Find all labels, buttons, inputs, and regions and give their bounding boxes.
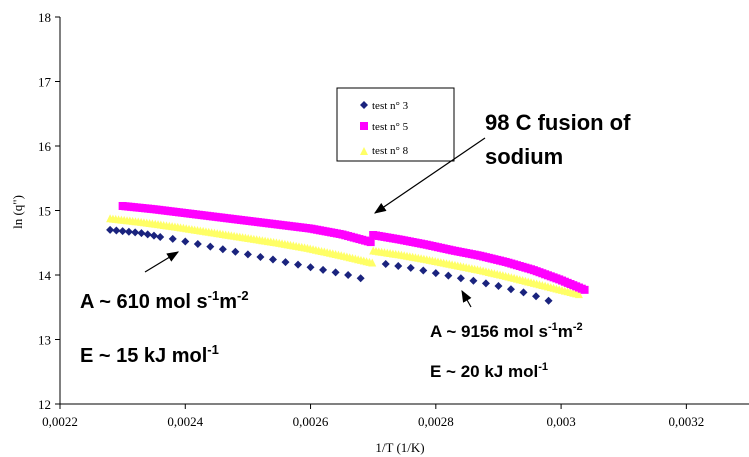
data-point	[243, 250, 252, 259]
data-point	[268, 255, 277, 264]
left-A-sup1: -1	[208, 288, 220, 303]
left-A-sup2: -2	[237, 288, 249, 303]
data-point	[366, 238, 375, 247]
data-point	[344, 271, 353, 279]
data-point	[494, 281, 503, 290]
data-point	[506, 285, 515, 294]
series-0	[106, 225, 553, 305]
series-2	[106, 214, 583, 299]
legend: test n° 3 test n° 5 test n° 8	[336, 87, 455, 162]
right-A-sup2: -2	[573, 321, 583, 333]
data-point	[406, 263, 415, 272]
data-point	[419, 266, 428, 275]
y-tick-label: 14	[38, 268, 52, 283]
fusion-annotation-line1: 98 C fusion of	[485, 110, 631, 135]
x-tick-label: 0,0022	[42, 414, 78, 429]
legend-label-test-5: test n° 5	[372, 121, 409, 133]
data-point	[106, 225, 115, 234]
data-point	[281, 258, 290, 267]
data-point	[193, 240, 202, 249]
data-point	[532, 292, 541, 301]
data-point	[331, 268, 340, 277]
data-point	[481, 279, 490, 288]
y-tick-label: 12	[38, 397, 51, 412]
y-tick-label: 15	[38, 204, 51, 219]
legend-marker-test-3	[360, 101, 368, 109]
x-ticks: 0,0022 0,0024 0,0026 0,0028 0,003 0,0032	[42, 404, 704, 429]
series-1	[118, 201, 589, 294]
data-point	[124, 227, 133, 236]
right-A-annotation: A ~ 9156 mol s-1m-2	[430, 321, 583, 341]
legend-marker-test-5	[360, 122, 368, 130]
left-A-annotation: A ~ 610 mol s-1m-2	[80, 288, 249, 313]
data-point	[574, 290, 583, 299]
data-point	[394, 261, 403, 270]
data-point	[294, 260, 303, 269]
series-markers	[106, 201, 589, 305]
x-axis-title: 1/T (1/K)	[375, 440, 424, 455]
x-tick-label: 0,0024	[167, 414, 203, 429]
data-point	[306, 263, 315, 272]
data-point	[319, 265, 328, 274]
fusion-annotation-line2: sodium	[485, 144, 563, 169]
y-tick-label: 13	[38, 333, 51, 348]
left-E-main: E ~ 15 kJ mol	[80, 345, 207, 367]
data-point	[356, 274, 365, 283]
data-point	[143, 230, 152, 239]
right-fit-arrow	[461, 289, 472, 308]
data-point	[118, 227, 127, 236]
left-E-sup: -1	[207, 342, 219, 357]
data-point	[580, 285, 589, 294]
data-point	[444, 271, 453, 280]
data-point	[156, 232, 165, 241]
data-point	[456, 274, 465, 283]
x-tick-label: 0,0026	[293, 414, 329, 429]
x-tick-label: 0,0028	[418, 414, 454, 429]
x-tick-label: 0,003	[546, 414, 575, 429]
data-point	[181, 237, 190, 246]
data-point	[431, 269, 440, 278]
data-point	[149, 231, 158, 240]
right-A-mid: m	[558, 322, 573, 341]
data-point	[112, 226, 121, 235]
x-tick-label: 0,0032	[668, 414, 704, 429]
y-ticks: 12 13 14 15 16 17 18	[38, 10, 60, 412]
legend-box	[336, 87, 455, 162]
data-point	[206, 242, 215, 251]
right-A-main: A ~ 9156 mol s	[430, 322, 548, 341]
y-tick-label: 16	[38, 139, 52, 154]
fusion-arrow	[374, 137, 486, 214]
left-fit-arrow	[144, 251, 180, 273]
data-point	[368, 258, 377, 267]
data-point	[381, 260, 390, 269]
data-point	[168, 234, 177, 243]
y-tick-label: 18	[38, 10, 51, 25]
left-E-annotation: E ~ 15 kJ mol-1	[80, 342, 219, 367]
legend-label-test-8: test n° 8	[372, 145, 409, 157]
legend-label-test-3: test n° 3	[372, 100, 409, 112]
data-point	[256, 252, 265, 261]
y-axis-title: ln (q")	[10, 195, 25, 229]
data-point	[131, 228, 140, 237]
right-A-sup1: -1	[548, 321, 558, 333]
right-E-sup: -1	[538, 361, 548, 373]
right-E-main: E ~ 20 kJ mol	[430, 362, 538, 381]
left-A-main: A ~ 610 mol s	[80, 291, 208, 313]
y-tick-label: 17	[38, 75, 52, 90]
left-A-mid: m	[219, 291, 237, 313]
data-point	[544, 296, 553, 305]
data-point	[218, 245, 227, 254]
data-point	[519, 288, 528, 297]
data-point	[231, 247, 240, 256]
legend-marker-test-8	[360, 147, 368, 155]
data-point	[469, 276, 478, 285]
data-point	[137, 229, 146, 238]
right-E-annotation: E ~ 20 kJ mol-1	[430, 361, 548, 381]
